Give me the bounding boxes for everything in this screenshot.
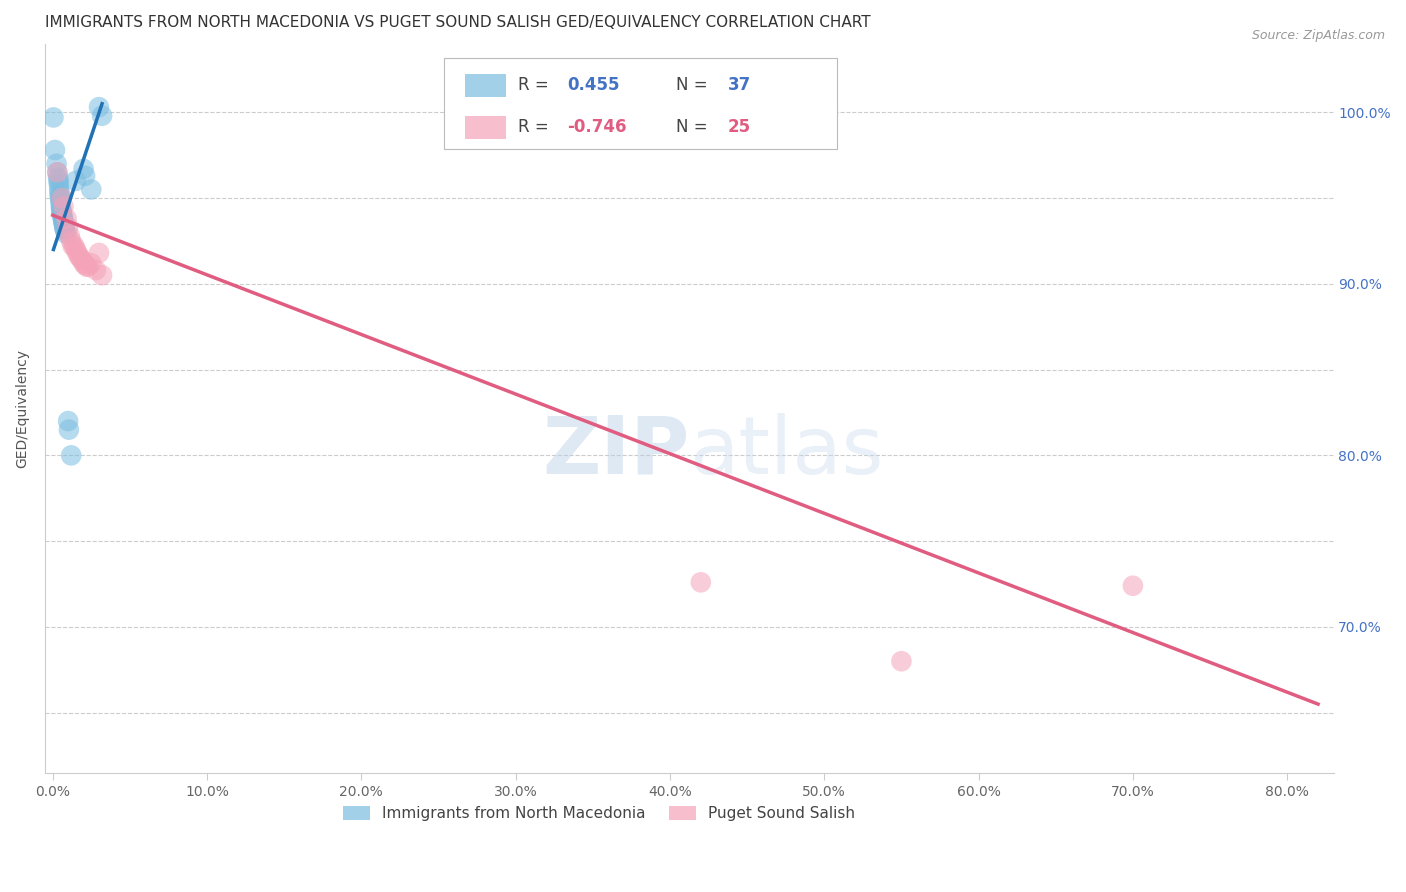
Point — [84, 263, 107, 277]
Point — [689, 575, 711, 590]
Text: ZIP: ZIP — [541, 413, 689, 491]
Point — [76, 260, 98, 274]
Text: R =: R = — [517, 77, 554, 95]
Text: atlas: atlas — [689, 413, 883, 491]
Point — [55, 211, 77, 226]
Text: N =: N = — [676, 119, 713, 136]
Point — [52, 217, 75, 231]
Point — [44, 143, 66, 157]
Point — [890, 654, 912, 668]
FancyBboxPatch shape — [465, 74, 506, 97]
Point — [1122, 579, 1144, 593]
Text: -0.746: -0.746 — [567, 119, 626, 136]
FancyBboxPatch shape — [444, 58, 838, 149]
Point — [69, 251, 91, 265]
Point — [51, 208, 73, 222]
Point — [70, 252, 93, 267]
Point — [49, 202, 72, 216]
Point — [48, 174, 70, 188]
Point — [51, 203, 73, 218]
Point — [49, 191, 72, 205]
Point — [49, 194, 72, 209]
Point — [48, 182, 70, 196]
Legend: Immigrants from North Macedonia, Puget Sound Salish: Immigrants from North Macedonia, Puget S… — [336, 800, 862, 827]
Point — [75, 258, 97, 272]
Point — [59, 228, 82, 243]
Point — [51, 210, 73, 224]
Point — [72, 161, 94, 176]
Point — [91, 268, 114, 283]
Point — [52, 200, 75, 214]
Point — [91, 109, 114, 123]
Point — [62, 239, 84, 253]
Text: 37: 37 — [728, 77, 751, 95]
FancyBboxPatch shape — [465, 116, 506, 139]
Text: IMMIGRANTS FROM NORTH MACEDONIA VS PUGET SOUND SALISH GED/EQUIVALENCY CORRELATIO: IMMIGRANTS FROM NORTH MACEDONIA VS PUGET… — [45, 15, 870, 30]
Point — [48, 186, 70, 200]
Text: 0.455: 0.455 — [567, 77, 619, 95]
Point — [51, 204, 73, 219]
Point — [63, 239, 86, 253]
Point — [77, 260, 100, 274]
Text: 25: 25 — [728, 119, 751, 136]
Point — [60, 234, 83, 248]
Point — [52, 211, 75, 226]
Point — [56, 220, 79, 235]
Point — [51, 191, 73, 205]
Point — [80, 256, 103, 270]
Point — [72, 256, 94, 270]
Point — [46, 165, 69, 179]
Point — [49, 198, 72, 212]
Point — [87, 100, 110, 114]
Point — [80, 182, 103, 196]
Point — [46, 165, 69, 179]
Point — [53, 219, 76, 233]
Point — [65, 174, 87, 188]
Point — [75, 169, 97, 183]
Point — [53, 224, 76, 238]
Text: R =: R = — [517, 119, 554, 136]
Point — [58, 423, 80, 437]
Point — [67, 249, 90, 263]
Point — [56, 414, 79, 428]
Y-axis label: GED/Equivalency: GED/Equivalency — [15, 349, 30, 467]
Point — [60, 449, 83, 463]
Point — [52, 215, 75, 229]
Text: Source: ZipAtlas.com: Source: ZipAtlas.com — [1251, 29, 1385, 42]
Point — [53, 222, 76, 236]
Point — [55, 227, 77, 241]
Point — [66, 246, 89, 260]
Point — [45, 157, 67, 171]
Point — [42, 111, 65, 125]
Point — [52, 213, 75, 227]
Point — [87, 246, 110, 260]
Point — [53, 220, 76, 235]
Text: N =: N = — [676, 77, 713, 95]
Point — [51, 206, 73, 220]
Point — [46, 170, 69, 185]
Point — [48, 178, 70, 192]
Point — [65, 243, 87, 257]
Point — [49, 189, 72, 203]
